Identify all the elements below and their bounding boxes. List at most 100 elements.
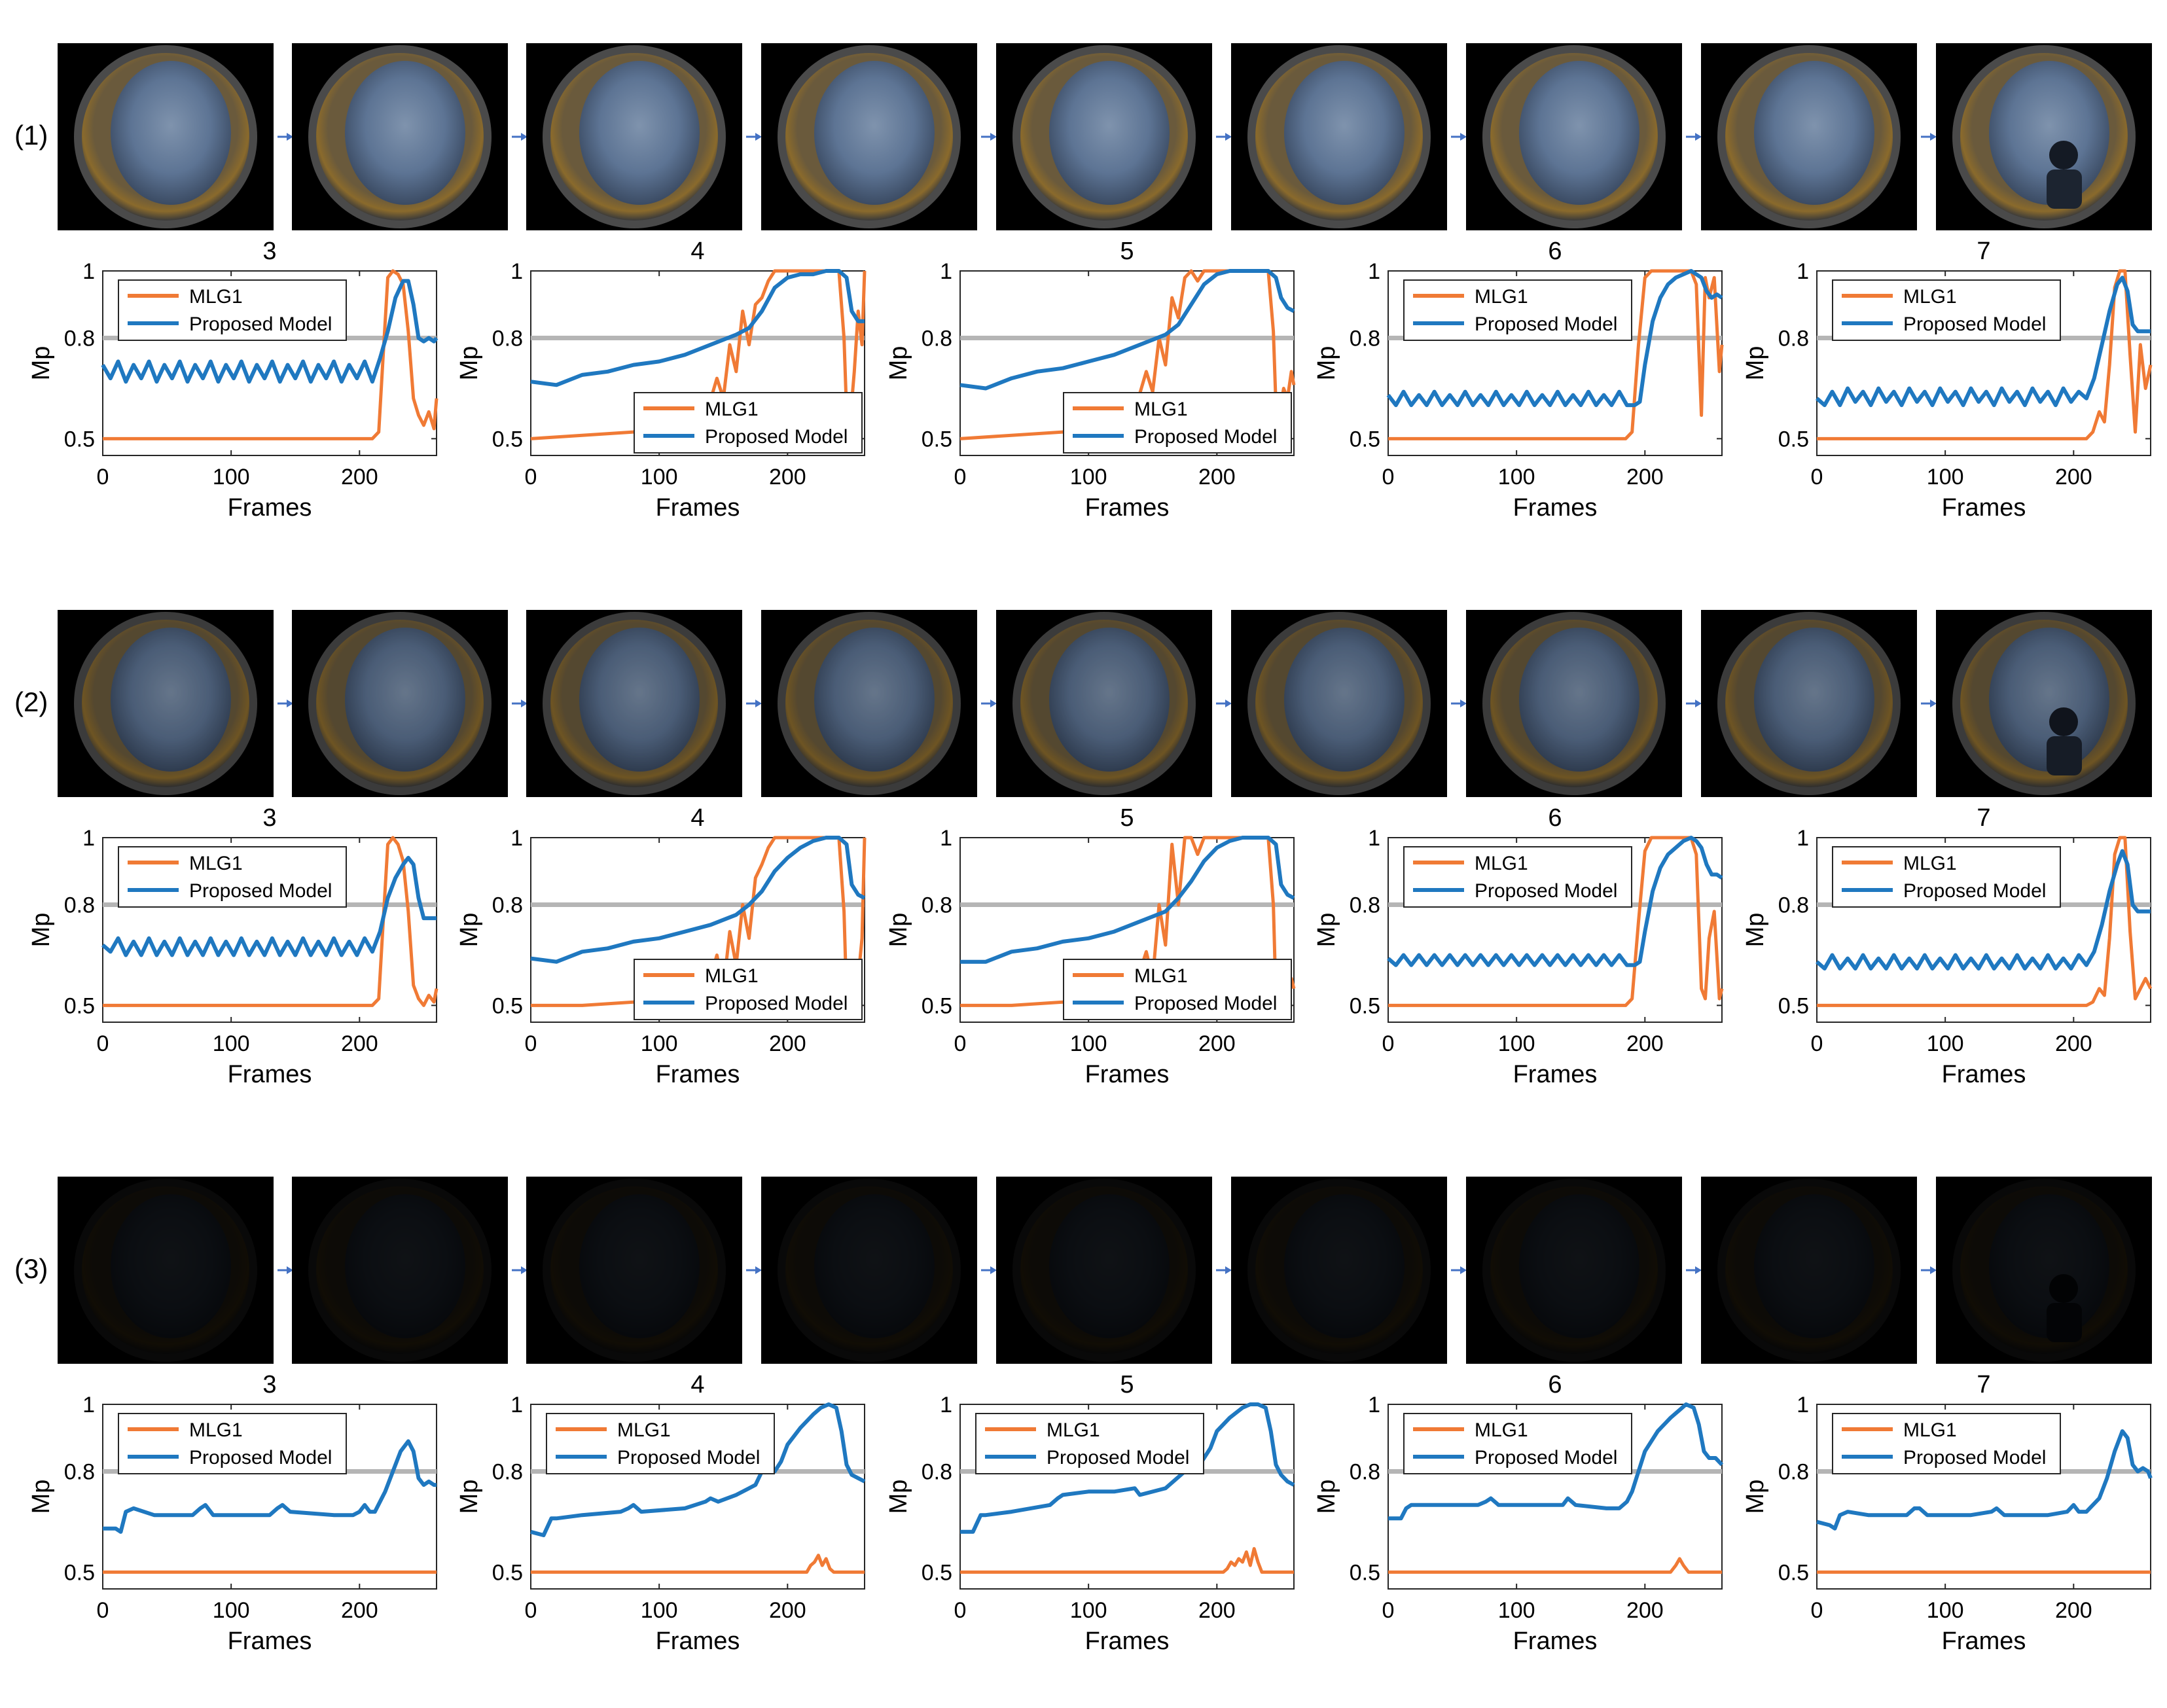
y-axis-label: Mp [27,1480,55,1514]
y-axis-label: Mp [885,913,912,948]
y-axis-label: Mp [1742,1480,1769,1514]
y-tick-label: 0.5 [492,993,523,1018]
series-line-mlg1 [103,269,439,440]
frame-thumbnail [1231,43,1447,230]
fisheye-image [1247,612,1431,795]
arrow-head-icon [1695,133,1702,141]
y-axis-label: Mp [456,1480,483,1514]
y-axis-label: Mp [1313,1480,1340,1514]
legend-label: Proposed Model [1134,426,1277,448]
x-tick-label: 100 [1927,1031,1964,1056]
y-tick-label: 1 [1368,826,1380,851]
frame-thumbnail [761,1177,977,1364]
legend-label: Proposed Model [1903,1447,2046,1468]
fisheye-image [1717,612,1901,795]
x-axis-label: Frames [1942,1628,2026,1655]
y-tick-label: 1 [1368,1393,1380,1417]
y-tick-label: 0.5 [922,1560,952,1585]
fisheye-image [1012,45,1196,228]
y-tick-label: 0.5 [922,993,952,1018]
series-line-proposed-model [1386,269,1723,408]
series-line-proposed-model [1387,836,1723,967]
fisheye-sky [579,61,700,205]
chart-title: 3 [262,804,276,832]
legend-box [1063,392,1292,454]
fisheye-image [1247,45,1431,228]
chart-title: 5 [1120,1371,1134,1398]
frame-thumbnail [1466,610,1682,797]
arrow-head-icon [1930,133,1937,141]
legend: MLG1 Proposed Model [1063,392,1292,454]
y-tick-label: 1 [1368,259,1380,284]
x-tick-label: 100 [1498,1031,1535,1056]
fisheye-sky [1754,1194,1874,1338]
fisheye-sky [1519,1194,1639,1338]
frame-thumbnail [1936,1177,2152,1364]
chart-panel: 5 0 100 200 0.5 0.8 1 Frames Mp MLG1 Proposed Mode… [885,238,1296,522]
x-axis-label: Frames [656,494,740,522]
y-tick-label: 1 [510,826,523,851]
person-head [2049,1274,2078,1303]
legend-label: Proposed Model [705,426,848,448]
chart-title: 3 [262,238,276,265]
row-label: (3) [14,1253,48,1284]
x-tick-label: 0 [954,465,967,489]
series-line-proposed-model [101,855,437,957]
legend: MLG1 Proposed Model [1403,1413,1632,1474]
fisheye-image [1952,45,2136,228]
person-body [2047,1303,2082,1342]
x-axis-label: Frames [1942,1061,2026,1088]
chart-panel: 5 0 100 200 0.5 0.8 1 Frames Mp MLG1 Proposed Mode… [885,804,1296,1088]
frame-thumbnail [1466,43,1682,230]
arrow-head-icon [1460,1266,1467,1274]
y-axis-label: Mp [885,346,912,381]
chart-panel: 3 0 100 200 0.5 0.8 1 Frames Mp MLG1 Proposed Mode… [27,804,439,1088]
y-tick-label: 1 [1797,1393,1809,1417]
fisheye-image [1247,1179,1431,1362]
legend-label: MLG1 [189,286,243,308]
fisheye-sky [1989,61,2109,205]
fisheye-sky [1754,628,1874,772]
legend-label: MLG1 [189,853,243,874]
chart-panel: 5 0 100 200 0.5 0.8 1 Frames Mp MLG1 Proposed Mode… [885,1371,1295,1655]
y-tick-label: 0.8 [922,893,952,918]
fisheye-image [543,45,726,228]
frame-thumbnail [761,43,977,230]
arrow-head-icon [755,700,762,707]
y-tick-label: 1 [940,1393,952,1417]
chart-title: 4 [690,804,704,832]
legend-box [118,279,347,341]
frame-thumbnail [1231,1177,1447,1364]
chart-title: 7 [1977,804,1990,832]
legend-label: MLG1 [1475,286,1528,308]
frame-thumbnail [1466,1177,1682,1364]
frame-thumbnail [526,43,742,230]
legend: MLG1 Proposed Model [975,1413,1204,1474]
fisheye-image [74,612,257,795]
frame-thumbnail [292,43,508,230]
x-tick-label: 100 [1070,1031,1107,1056]
x-tick-label: 200 [1198,1598,1236,1623]
legend-label: MLG1 [705,965,759,987]
fisheye-sky [1284,628,1405,772]
arrow-head-icon [1460,700,1467,707]
arrow-head-icon [521,1266,528,1274]
x-tick-label: 200 [2055,465,2092,489]
y-axis-label: Mp [1742,913,1769,948]
series-line-mlg1 [103,836,439,1007]
x-axis-label: Frames [228,1061,312,1088]
frame-thumbnail [58,1177,274,1364]
y-tick-label: 0.8 [64,893,95,918]
legend-box [118,846,347,908]
series-line-proposed-model [1816,276,2151,408]
x-tick-label: 100 [1070,1598,1107,1623]
x-tick-label: 200 [2055,1598,2092,1623]
legend-label: Proposed Model [189,313,332,335]
legend-label: MLG1 [705,399,759,420]
fisheye-image [308,45,492,228]
legend-label: Proposed Model [1047,1447,1189,1468]
person-body [2047,169,2082,209]
chart-title: 6 [1548,804,1562,832]
frame-thumbnail [761,610,977,797]
arrow-head-icon [521,700,528,707]
